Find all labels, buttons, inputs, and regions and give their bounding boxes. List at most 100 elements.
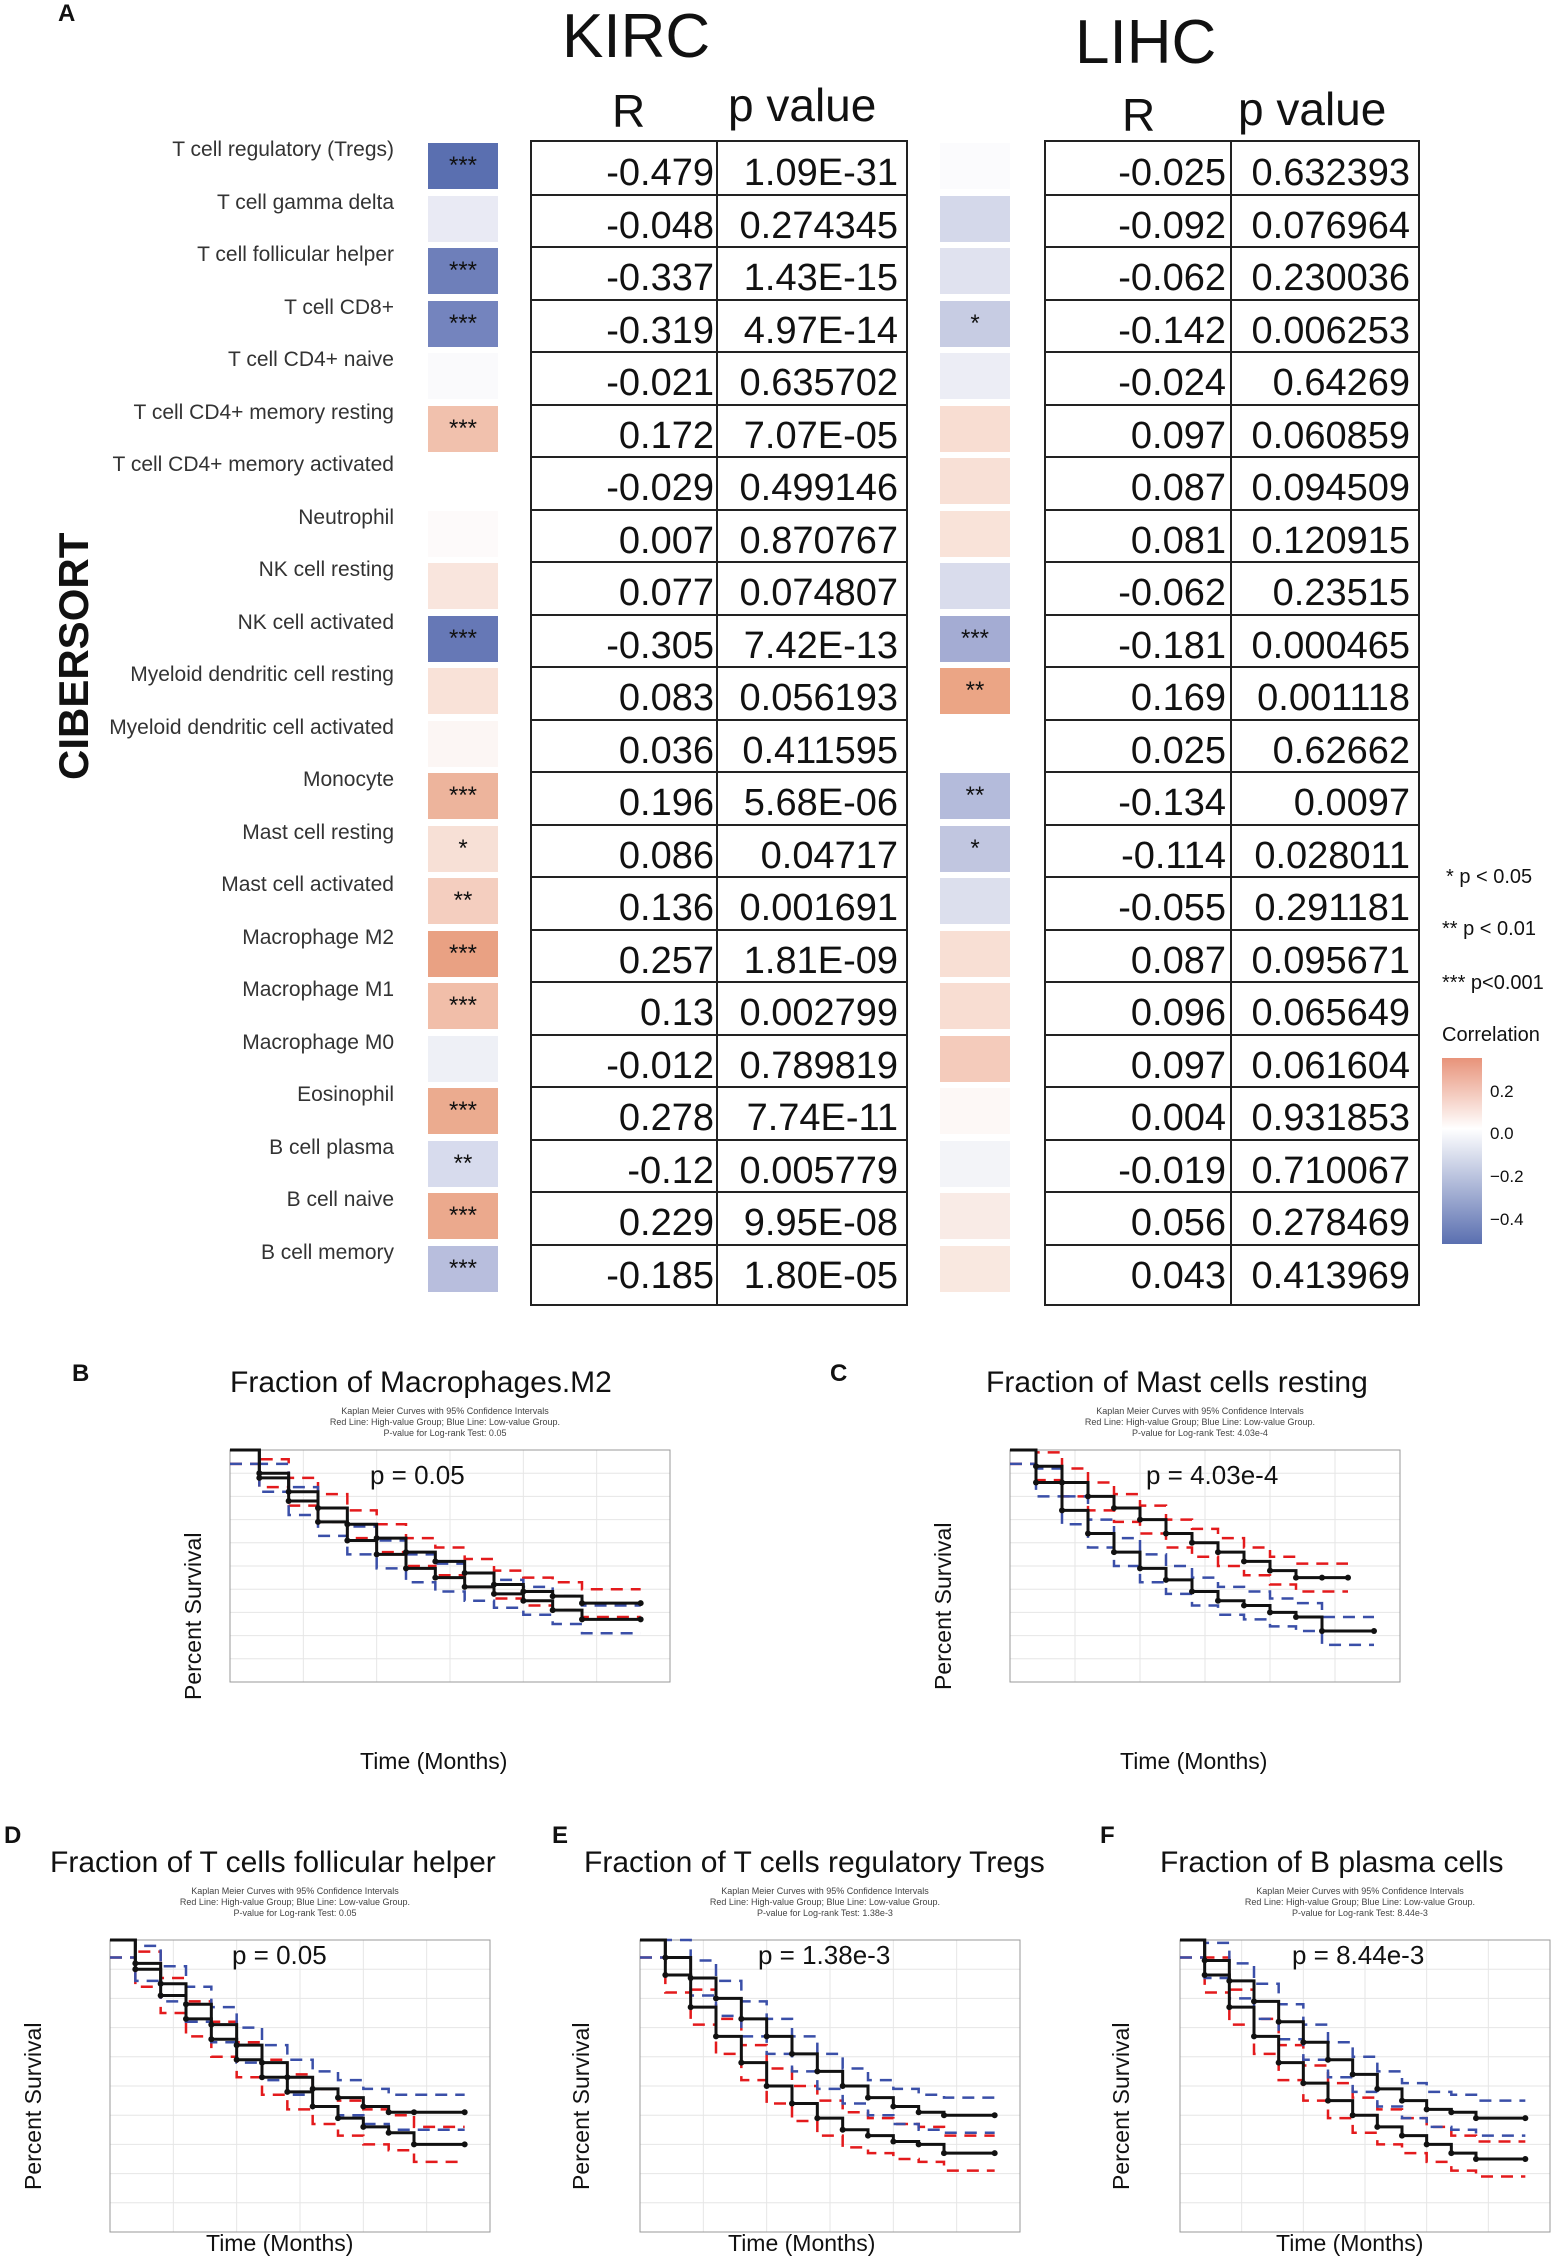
p-value: 5.68E-06 xyxy=(743,782,898,824)
km-x-axis-label: Time (Months) xyxy=(360,1748,508,1774)
r-value: -0.029 xyxy=(606,467,714,509)
confidence-band xyxy=(1180,1938,1526,2143)
censor-mark xyxy=(941,2150,947,2157)
r-value: -0.142 xyxy=(1118,309,1226,352)
censor-mark xyxy=(285,1498,292,1505)
significance-stars: * xyxy=(970,834,980,862)
km-subtitle-line: Kaplan Meier Curves with 95% Confidence … xyxy=(341,1406,549,1416)
row-divider xyxy=(532,298,906,301)
confidence-band xyxy=(1010,1462,1374,1647)
km-y-axis-label: Percent Survival xyxy=(1108,2022,1134,2190)
row-divider xyxy=(532,193,906,196)
low-group-curve xyxy=(230,1448,641,1621)
confidence-band xyxy=(110,1956,465,2164)
confidence-band xyxy=(1180,1956,1526,2137)
censor-mark xyxy=(915,2141,922,2148)
row-divider xyxy=(1046,928,1418,931)
censor-mark xyxy=(1215,1549,1221,1556)
p-value: 7.07E-05 xyxy=(743,414,898,457)
censor-mark xyxy=(403,1565,409,1572)
cell-type-label: T cell CD4+ memory activated xyxy=(112,453,394,477)
p-value: 0.028011 xyxy=(1254,834,1410,877)
km-plot xyxy=(109,1938,491,2233)
high-group-curve xyxy=(1180,1938,1526,2161)
censor-mark xyxy=(1448,2109,1455,2116)
kirc-heat-cell: *** xyxy=(428,300,498,347)
censor-mark xyxy=(432,1574,439,1581)
lihc-heat-cell: ** xyxy=(940,773,1010,820)
column-divider xyxy=(716,142,718,1304)
censor-mark xyxy=(256,1474,263,1481)
row-divider xyxy=(532,666,906,668)
row-divider xyxy=(532,928,906,931)
r-value: -0.319 xyxy=(606,309,714,352)
low-group-curve xyxy=(1010,1448,1374,1633)
confidence-band xyxy=(640,1938,995,2099)
r-value: -0.134 xyxy=(1118,782,1226,824)
censor-mark xyxy=(662,1954,669,1961)
p-value: 0.000465 xyxy=(1251,624,1411,667)
lihc-p-header: p value xyxy=(1238,83,1387,135)
r-value: 0.087 xyxy=(1130,467,1226,509)
row-divider xyxy=(1046,666,1418,668)
panel-label-a: A xyxy=(58,0,76,27)
p-value: 0.499146 xyxy=(739,467,899,509)
km-subtitle-line: Kaplan Meier Curves with 95% Confidence … xyxy=(1256,1886,1464,1896)
censor-mark xyxy=(1201,1957,1208,1964)
cell-type-label: Mast cell activated xyxy=(221,873,394,897)
censor-mark xyxy=(1137,1516,1143,1523)
censor-mark xyxy=(284,2088,291,2095)
p-value: 1.43E-15 xyxy=(743,257,898,299)
censor-mark xyxy=(309,2103,316,2110)
lihc-heat-cell xyxy=(940,405,1010,452)
row-divider xyxy=(1046,771,1418,773)
kirc-heat-cell: *** xyxy=(428,1245,498,1292)
censor-mark xyxy=(1522,2156,1529,2162)
colorbar-tick-0.2: 0.2 xyxy=(1490,1082,1514,1101)
censor-mark xyxy=(1111,1505,1117,1511)
lihc-table: -0.025 0.632393 -0.092 0.076964 -0.062 0.2300… xyxy=(1044,140,1420,1306)
censor-mark xyxy=(1111,1549,1117,1556)
km-subtitle-line: P-value for Log-rank Test: 0.05 xyxy=(383,1428,507,1438)
kirc-p-header: p value xyxy=(728,79,877,131)
censor-mark xyxy=(763,2083,770,2089)
confidence-band xyxy=(230,1448,641,1607)
p-value: 1.80E-05 xyxy=(743,1254,898,1297)
p-value: 0.23515 xyxy=(1272,572,1410,614)
significance-stars: *** xyxy=(448,782,478,810)
confidence-band xyxy=(1180,1938,1526,2102)
p-value: 0.006253 xyxy=(1251,309,1411,352)
kirc-heat-cell: *** xyxy=(428,1088,498,1135)
censor-mark xyxy=(1522,2115,1529,2122)
km-plot xyxy=(1179,1938,1551,2233)
row-divider xyxy=(532,1138,906,1141)
censor-mark xyxy=(1399,2132,1405,2139)
r-value: 0.086 xyxy=(618,834,714,877)
p-value: 0.632393 xyxy=(1251,152,1411,194)
significance-stars: *** xyxy=(448,257,478,285)
cell-type-label: B cell plasma xyxy=(269,1135,394,1159)
km-subtitle: Kaplan Meier Curves with 95% Confidence … xyxy=(1160,1886,1560,1919)
cell-type-label: Monocyte xyxy=(302,768,394,792)
censor-mark xyxy=(1163,1576,1169,1583)
kirc-heat-cell: ** xyxy=(428,1140,498,1187)
censor-mark xyxy=(461,1569,468,1576)
column-divider xyxy=(1230,142,1232,1304)
lihc-heat-cell: ** xyxy=(940,668,1010,715)
km-subtitle: Kaplan Meier Curves with 95% Confidence … xyxy=(210,1406,680,1439)
km-subtitle-line: Kaplan Meier Curves with 95% Confidence … xyxy=(1096,1406,1304,1416)
colorbar-tick-neg0.2: −0.2 xyxy=(1490,1167,1524,1186)
censor-mark xyxy=(259,2074,265,2081)
censor-mark xyxy=(1033,1479,1039,1486)
row-divider xyxy=(1046,298,1418,301)
censor-mark xyxy=(991,2112,998,2119)
p-value: 0.413969 xyxy=(1251,1254,1411,1297)
censor-mark xyxy=(360,2123,367,2130)
legend-p001: ** p < 0.01 xyxy=(1442,918,1536,940)
censor-mark xyxy=(1215,1597,1221,1604)
censor-mark xyxy=(1275,2018,1282,2025)
significance-stars: *** xyxy=(448,414,478,442)
plot-frame xyxy=(109,1939,491,2233)
censor-mark xyxy=(789,2050,795,2057)
censor-mark xyxy=(491,1590,497,1597)
